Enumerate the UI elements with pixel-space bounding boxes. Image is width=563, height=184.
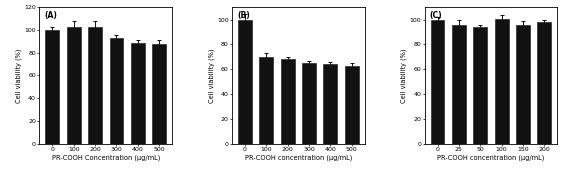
- Bar: [67, 27, 81, 144]
- Bar: [110, 38, 123, 144]
- Y-axis label: Cell viability (%): Cell viability (%): [16, 48, 22, 103]
- Text: (A): (A): [44, 11, 57, 20]
- Text: (B): (B): [237, 11, 250, 20]
- Y-axis label: Cell viability (%): Cell viability (%): [208, 48, 215, 103]
- Bar: [345, 66, 359, 144]
- Bar: [302, 63, 316, 144]
- Bar: [238, 20, 252, 144]
- Text: (C): (C): [430, 11, 443, 20]
- Bar: [153, 44, 166, 144]
- Bar: [131, 43, 145, 144]
- Bar: [516, 25, 530, 144]
- X-axis label: PR-COOH concentration (μg/mL): PR-COOH concentration (μg/mL): [437, 154, 544, 161]
- Bar: [46, 30, 59, 144]
- Bar: [452, 25, 466, 144]
- Bar: [431, 20, 444, 144]
- Bar: [538, 22, 551, 144]
- Y-axis label: Cell viability (%): Cell viability (%): [401, 48, 408, 103]
- Bar: [324, 64, 337, 144]
- X-axis label: PR-COOH concentration (μg/mL): PR-COOH concentration (μg/mL): [245, 154, 352, 161]
- Bar: [88, 27, 102, 144]
- Bar: [495, 19, 508, 144]
- Bar: [260, 57, 273, 144]
- X-axis label: PR-COOH Concentration (μg/mL): PR-COOH Concentration (μg/mL): [52, 154, 160, 161]
- Bar: [473, 27, 487, 144]
- Bar: [281, 59, 294, 144]
